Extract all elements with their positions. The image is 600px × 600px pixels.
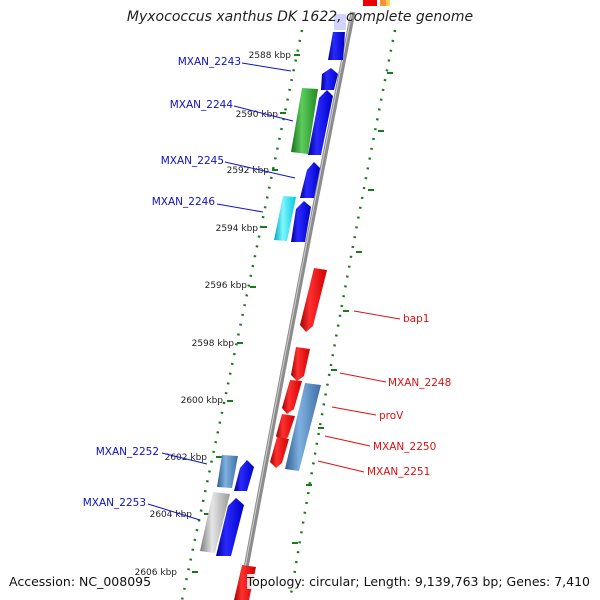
highlight-genes (200, 88, 321, 553)
gene-labels-left: MXAN_2243 MXAN_2244 MXAN_2245 MXAN_2246 … (83, 56, 241, 509)
map-title: Myxococcus xanthus DK 1622, complete gen… (126, 9, 474, 25)
gene-bar-steelblue (285, 383, 321, 471)
gene-bar-green (291, 88, 318, 154)
gene-arrow-prov (282, 380, 302, 414)
tick-label: 2592 kbp (227, 166, 270, 176)
gene-label[interactable]: bap1 (403, 313, 429, 325)
gene-arrow-mxan-2251 (270, 437, 289, 468)
gene-labels-right: bap1 MXAN_2248 proV MXAN_2250 MXAN_2251 (367, 313, 451, 478)
tick-label: 2596 kbp (205, 281, 248, 291)
gene-label[interactable]: MXAN_2244 (170, 99, 234, 111)
gene-label[interactable]: MXAN_2243 (178, 56, 241, 68)
gene-label[interactable]: MXAN_2252 (96, 446, 159, 458)
tick-labels: 2588 kbp 2590 kbp 2592 kbp 2594 kbp 2596… (135, 51, 292, 578)
tick-label: 2604 kbp (150, 510, 193, 520)
gene-bar-steelblue-small (217, 455, 238, 488)
reverse-genes (234, 268, 327, 600)
tick-label: 2588 kbp (249, 51, 292, 61)
tick-label: 2606 kbp (135, 568, 178, 578)
outer-dotted-track (288, 29, 397, 600)
gene-arrow-mxan-2245 (300, 162, 320, 198)
forward-genes (216, 32, 345, 556)
gene-arrow-bap1 (300, 268, 327, 332)
tick-label: 2594 kbp (216, 224, 259, 234)
gene-arrow-mxan-2250 (276, 414, 295, 442)
gene-arrow-mxan-2252 (234, 460, 254, 491)
gene-arrow-small (321, 68, 338, 90)
gene-arrow-mxan-2248 (291, 347, 310, 381)
tick-label: 2602 kbp (165, 453, 208, 463)
genome-backbone (237, 11, 356, 600)
label-leaders-right (317, 310, 401, 473)
gene-label[interactable]: proV (379, 410, 404, 422)
tick-marks (192, 54, 393, 573)
gene-arrow-mxan-2246 (291, 201, 311, 242)
gene-label[interactable]: MXAN_2248 (388, 377, 451, 389)
genome-summary-text: Topology: circular; Length: 9,139,763 bp… (246, 574, 590, 589)
top-partial-features (334, 0, 390, 30)
gene-label[interactable]: MXAN_2250 (373, 441, 436, 453)
gene-arrow-bottom (234, 565, 256, 600)
gene-label[interactable]: MXAN_2251 (367, 466, 430, 478)
label-leaders-left (147, 62, 296, 521)
gene-label[interactable]: MXAN_2253 (83, 497, 146, 509)
gene-label[interactable]: MXAN_2245 (161, 155, 224, 167)
gene-label[interactable]: MXAN_2246 (152, 196, 216, 208)
gene-arrow-mxan-2244 (308, 90, 333, 155)
gene-bar-cyan (274, 196, 296, 241)
accession-text: Accession: NC_008095 (9, 574, 152, 589)
gene-bar-gray (200, 492, 230, 553)
tick-label: 2600 kbp (181, 396, 224, 406)
gene-arrow-mxan-2253 (216, 498, 244, 556)
genome-backbone-highlight (238, 11, 353, 600)
tick-label: 2598 kbp (192, 339, 235, 349)
gene-arrow-mxan-2243-top (328, 32, 345, 60)
tick-label: 2590 kbp (236, 110, 279, 120)
